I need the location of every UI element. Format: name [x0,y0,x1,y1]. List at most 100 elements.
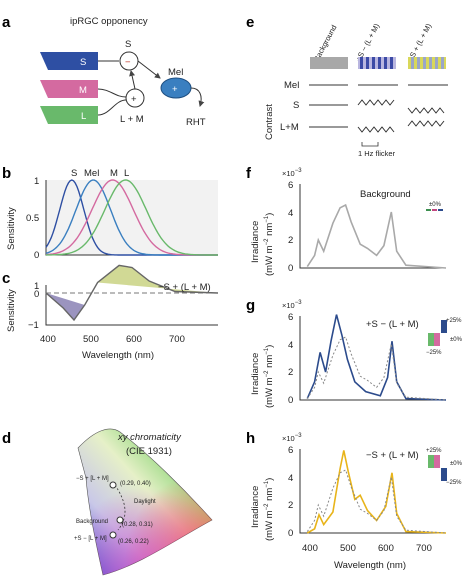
panel-e-stimulus: Background +S − (L + M) −S + (L + M) Mel… [264,22,448,158]
h-xtick-400: 400 [302,543,318,554]
g-legend-zero: ±0% [450,337,463,343]
h-annotation: −S + (L + M) [366,450,419,461]
c-ylabel: Sensitivity [6,289,17,332]
panel-label-d: d [2,430,11,447]
minus-sign: − [125,57,131,68]
chart-b-background [46,180,218,255]
c-xtick-700: 700 [169,334,185,345]
f-annotation: Background [360,189,411,200]
panel-label-b: b [2,165,11,182]
c-curves [45,264,219,322]
c-xtick-400: 400 [40,334,56,345]
c-annotation: −S + (L + M) [158,282,211,293]
d-point-3 [109,531,117,539]
h-curves-series-1 [306,469,447,534]
h-legend-zero: ±0% [450,461,463,467]
g-curves-series-0 [306,314,447,401]
s-cone-label: S [80,57,86,68]
c-ytick-0: 0 [34,289,39,300]
h-legend-minus: −25% [446,480,462,486]
panel-label-a: a [2,14,11,31]
panel-b-chart: 0 0.5 1 Sensitivity S Mel M L [6,168,218,261]
f-curves-series-0 [306,203,447,269]
d-point-1 [109,481,117,489]
b-ytick-1: 1 [34,176,39,187]
h-curves [306,450,447,534]
panel-h-chart: ×10−3 0 2 4 6 Irradiance (mW m−2 nm−1) −… [250,433,463,571]
c-opponent-curve [45,264,219,322]
h-ylabel-1: Irradiance [250,486,261,528]
c-ytick-1: 1 [34,281,39,292]
c-xtick-500: 500 [83,334,99,345]
h-legend-plus: +25% [426,448,442,454]
h-ytick-6: 6 [288,445,293,456]
e-swatch-plus-s [358,57,396,69]
d-coord-2: (0.28, 0.31) [122,522,153,528]
b-label-s: S [71,168,77,179]
f-ytick-2: 2 [288,235,293,246]
g-ytick-0: 0 [288,395,293,406]
mel-label: Mel [168,67,183,78]
e-col-plus-s: +S − (L + M) [354,22,382,63]
panel-d-chromaticity: xy chromaticity (CIE 1931) −S + [L + M] … [74,428,213,576]
panel-label-e: e [246,14,254,31]
g-ylabel-1: Irradiance [250,353,261,395]
panel-f-chart: ×10−3 0 2 4 6 Irradiance (mW m−2 nm−1) B… [250,168,447,276]
g-curves [306,314,447,401]
e-row-mel: Mel [284,80,299,91]
g-ytick-6: 6 [288,312,293,323]
l-cone-shape [40,106,98,124]
e-flicker-label: 1 Hz flicker [358,149,396,158]
b-label-mel: Mel [84,168,99,179]
d-point-2 [116,516,124,524]
f-exp: ×10−3 [282,168,302,178]
d-daylight: Daylight [134,499,156,505]
m-cone-label: M [79,85,87,96]
l-cone-label: L [81,111,86,122]
g-legend-plus: +25% [446,318,462,324]
panel-label-c: c [2,270,10,287]
panel-label-f: f [246,165,252,182]
b-label-l: L [124,168,129,179]
e-row-s: S [293,100,299,111]
h-ytick-0: 0 [288,528,293,539]
lm-label: L + M [120,114,144,125]
f-ylabel-2: (mW m−2 nm−1) [264,213,275,276]
m-cone-shape [40,80,98,98]
panel-label-h: h [246,430,255,447]
plus-sign: + [131,94,137,105]
e-swatch-background [310,57,348,69]
s-cone-shape [40,52,98,70]
f-ytick-0: 0 [288,263,293,274]
panel-g-chart: ×10−3 0 2 4 6 Irradiance (mW m−2 nm−1) +… [250,300,463,408]
h-xlabel: Wavelength (nm) [334,560,406,571]
panel-a-title: ipRGC opponency [70,16,148,27]
d-label-plus-s: +S − [L + M] [74,536,107,542]
g-curves-series-1 [306,336,447,401]
e-swatch-minus-s [408,57,446,69]
d-background: Background [76,519,108,525]
g-ytick-2: 2 [288,367,293,378]
c-xtick-600: 600 [126,334,142,345]
panel-a-diagram: ipRGC opponency S M L − S + L + M + Mel … [40,16,206,128]
f-legend-label: ±0% [429,202,442,208]
panel-label-g: g [246,297,255,314]
h-exp: ×10−3 [282,433,302,443]
panel-c-chart: 1 0 −1 Sensitivity −S + (L + M) 400 500 … [6,264,219,361]
h-ylabel-2: (mW m−2 nm−1) [264,478,275,541]
b-series-l [45,179,218,256]
mel-plus-sign: + [172,84,178,95]
h-xtick-500: 500 [340,543,356,554]
c-positive-lobe [97,265,218,293]
e-col-minus-s: −S + (L + M) [406,22,434,63]
h-xtick-700: 700 [416,543,432,554]
c-xlabel: Wavelength (nm) [82,350,154,361]
g-legend-minus: −25% [426,350,442,356]
d-coord-3: (0.26, 0.22) [118,539,149,545]
rht-label: RHT [186,117,206,128]
h-curves-series-0 [306,450,447,534]
e-contrast-label: Contrast [264,104,275,140]
h-ytick-2: 2 [288,500,293,511]
f-curves [306,203,447,269]
